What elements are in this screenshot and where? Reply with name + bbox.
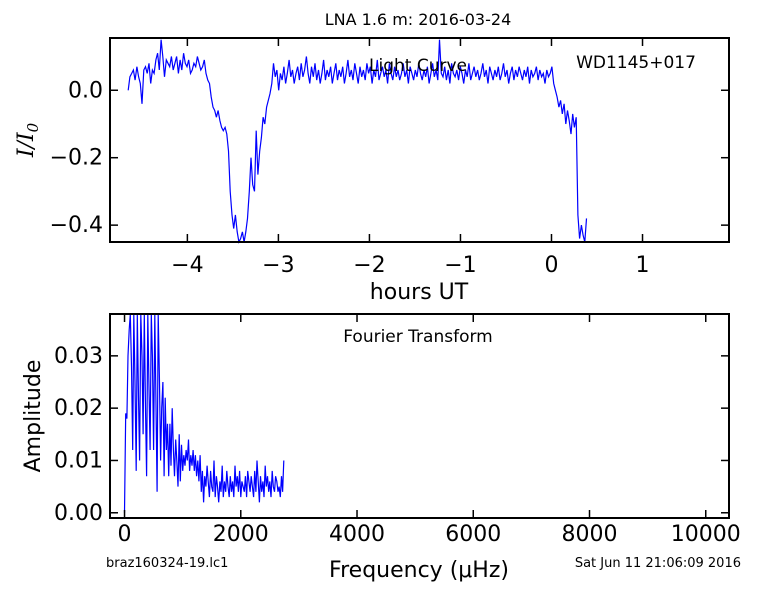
fourier-x-axis-label: Frequency (μHz) — [329, 558, 509, 583]
light-curve-plot-area — [109, 37, 730, 244]
light-curve-series-group — [127, 39, 588, 244]
fourier-panel: Fourier Transform 0 2000 4000 6000 8000 10000… — [21, 313, 741, 583]
light-curve-axes-frame — [109, 37, 730, 243]
y-tick-label: 0.00 — [54, 501, 103, 526]
y-tick-label: 0.03 — [54, 344, 103, 369]
light-curve-ticks — [110, 38, 729, 242]
light-curve-y-axis-label: I/I0 — [14, 122, 42, 158]
fourier-annotation: Fourier Transform — [343, 327, 492, 347]
x-tick-label: −1 — [444, 253, 476, 278]
figure-title: LNA 1.6 m: 2016-03-24 — [325, 10, 512, 29]
fourier-ticks — [110, 314, 729, 518]
x-tick-label: −4 — [171, 253, 203, 278]
x-tick-label: 4000 — [329, 522, 385, 547]
light-curve-x-axis-label: hours UT — [370, 280, 469, 305]
series-line-0-0 — [127, 39, 588, 244]
fourier-series-group — [123, 313, 285, 513]
footer-timestamp: Sat Jun 11 21:06:09 2016 — [575, 556, 741, 571]
x-tick-label: 6000 — [445, 522, 501, 547]
y-tick-label: −0.4 — [50, 213, 103, 238]
x-tick-label: 0 — [544, 253, 558, 278]
fourier-plot-area — [109, 313, 730, 519]
x-tick-label: −2 — [353, 253, 385, 278]
x-tick-label: 10000 — [671, 522, 741, 547]
y-tick-label: 0.01 — [54, 448, 103, 473]
x-tick-label: 8000 — [562, 522, 618, 547]
fourier-y-axis-label: Amplitude — [21, 360, 46, 473]
footer-filename: braz160324-19.lc1 — [106, 556, 228, 571]
star-name-annotation: WD1145+017 — [576, 53, 696, 73]
y-tick-label: 0.02 — [54, 396, 103, 421]
x-tick-label: 0 — [118, 522, 132, 547]
y-tick-label: −0.2 — [50, 146, 103, 171]
x-tick-label: −3 — [262, 253, 294, 278]
fourier-tick-labels: 0 2000 4000 6000 8000 10000 0.00 0.01 0.02 0.03 — [54, 344, 741, 547]
light-curve-panel: Light Curve WD1145+017 −4 −3 −2 −1 0 1 0.0 −0.2… — [14, 37, 730, 305]
x-tick-label: 1 — [636, 253, 650, 278]
fourier-axes-frame — [109, 313, 730, 519]
x-tick-label: 2000 — [213, 522, 269, 547]
series-line-1-0 — [123, 313, 285, 513]
light-curve-annotation: Light Curve — [369, 56, 467, 76]
y-tick-label: 0.0 — [68, 78, 103, 103]
light-curve-tick-labels: −4 −3 −2 −1 0 1 0.0 −0.2 −0.4 — [50, 78, 650, 278]
